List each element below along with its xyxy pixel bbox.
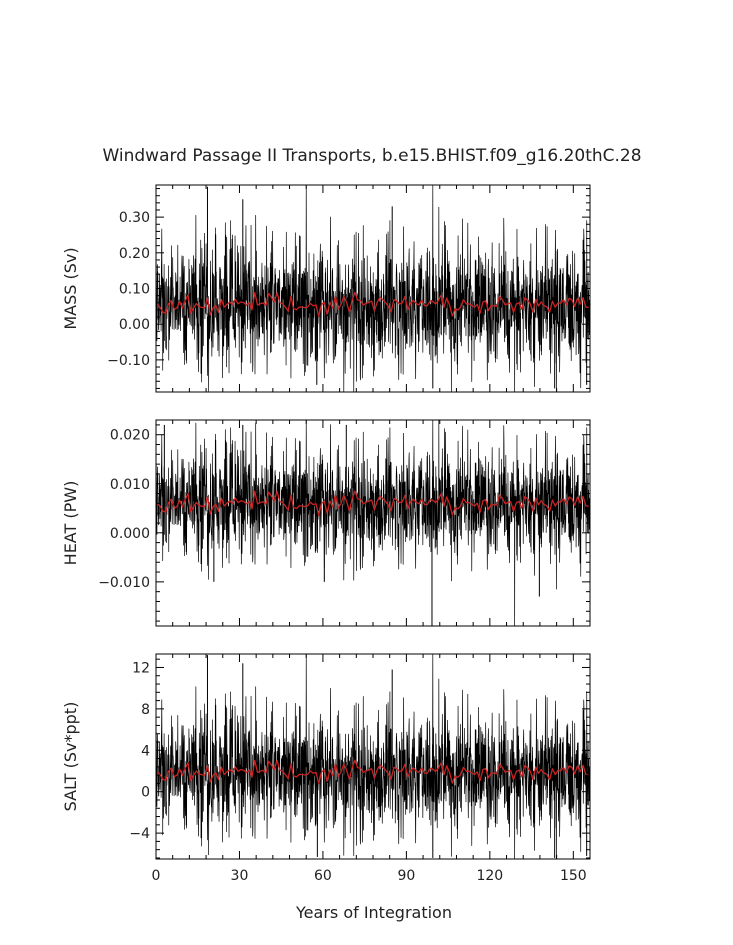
x-tick-label: 30 [231,868,249,884]
salt-smoothed-series-line [156,759,589,785]
heat-y-axis-label: HEAT (PW) [61,481,80,566]
salt-raw-series-line [155,653,591,860]
salt-y-tick-label: −4 [129,826,150,842]
mass-y-axis-label: MASS (Sv) [61,247,80,329]
salt-y-tick-label: 8 [141,702,150,718]
salt-y-tick-label: 4 [141,743,150,759]
mass-y-tick-label: 0.20 [119,246,150,262]
heat-y-tick-label: 0.020 [110,428,150,444]
heat-y-tick-label: 0.000 [110,526,150,542]
heat-smoothed-series-line [156,490,589,516]
x-tick-label: 150 [560,868,587,884]
figure-title: Windward Passage II Transports, b.e15.BH… [102,146,641,166]
x-tick-label: 0 [152,868,161,884]
heat-y-tick-label: −0.010 [98,575,150,591]
salt-y-axis-label: SALT (Sv*ppt) [61,702,80,812]
panel-heat: −0.010 0.000 0.010 0.020 HEAT (PW) [61,419,591,627]
salt-y-tick-label: 0 [141,785,150,801]
mass-y-tick-label: −0.10 [107,353,150,369]
mass-smoothed-series-line [156,291,589,317]
mass-y-tick-label: 0.10 [119,282,150,298]
heat-raw-series-line [155,419,591,627]
panel-mass: −0.10 0.00 0.10 0.20 0.30 MASS (Sv) [61,184,591,393]
mass-y-tick-label: 0.30 [119,210,150,226]
mass-y-tick-label: 0.00 [119,317,150,333]
panels: −0.10 0.00 0.10 0.20 0.30 MASS (Sv) −0.010 0.00… [61,184,591,884]
x-tick-label: 60 [314,868,332,884]
x-tick-label: 120 [476,868,503,884]
mass-raw-series-line [155,184,591,393]
x-tick-label: 90 [397,868,415,884]
heat-y-tick-label: 0.010 [110,477,150,493]
x-axis-label: Years of Integration [295,903,452,922]
salt-y-tick-label: 12 [132,660,150,676]
